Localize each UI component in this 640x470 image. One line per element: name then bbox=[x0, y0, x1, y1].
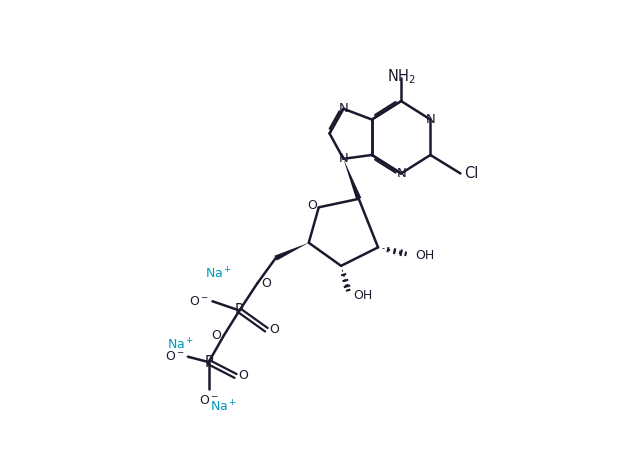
Text: Na$^+$: Na$^+$ bbox=[211, 399, 237, 415]
Text: OH: OH bbox=[353, 289, 372, 302]
Polygon shape bbox=[275, 243, 308, 260]
Text: NH$_2$: NH$_2$ bbox=[387, 67, 415, 86]
Text: O$^-$: O$^-$ bbox=[164, 350, 185, 363]
Text: N: N bbox=[426, 113, 435, 126]
Text: OH: OH bbox=[415, 249, 435, 262]
Text: O: O bbox=[261, 277, 271, 290]
Text: P: P bbox=[204, 354, 213, 369]
Text: O: O bbox=[212, 329, 221, 342]
Text: O: O bbox=[239, 369, 248, 383]
Text: O: O bbox=[308, 198, 317, 212]
Polygon shape bbox=[344, 159, 362, 200]
Text: Cl: Cl bbox=[464, 166, 479, 181]
Text: Na$^+$: Na$^+$ bbox=[166, 337, 194, 353]
Text: O$^-$: O$^-$ bbox=[198, 394, 219, 407]
Text: O$^-$: O$^-$ bbox=[189, 295, 209, 308]
Text: Na$^+$: Na$^+$ bbox=[205, 266, 232, 281]
Text: P: P bbox=[235, 303, 244, 318]
Text: N: N bbox=[339, 102, 348, 115]
Text: N: N bbox=[396, 167, 406, 180]
Text: O: O bbox=[269, 323, 279, 336]
Text: N: N bbox=[339, 152, 348, 165]
